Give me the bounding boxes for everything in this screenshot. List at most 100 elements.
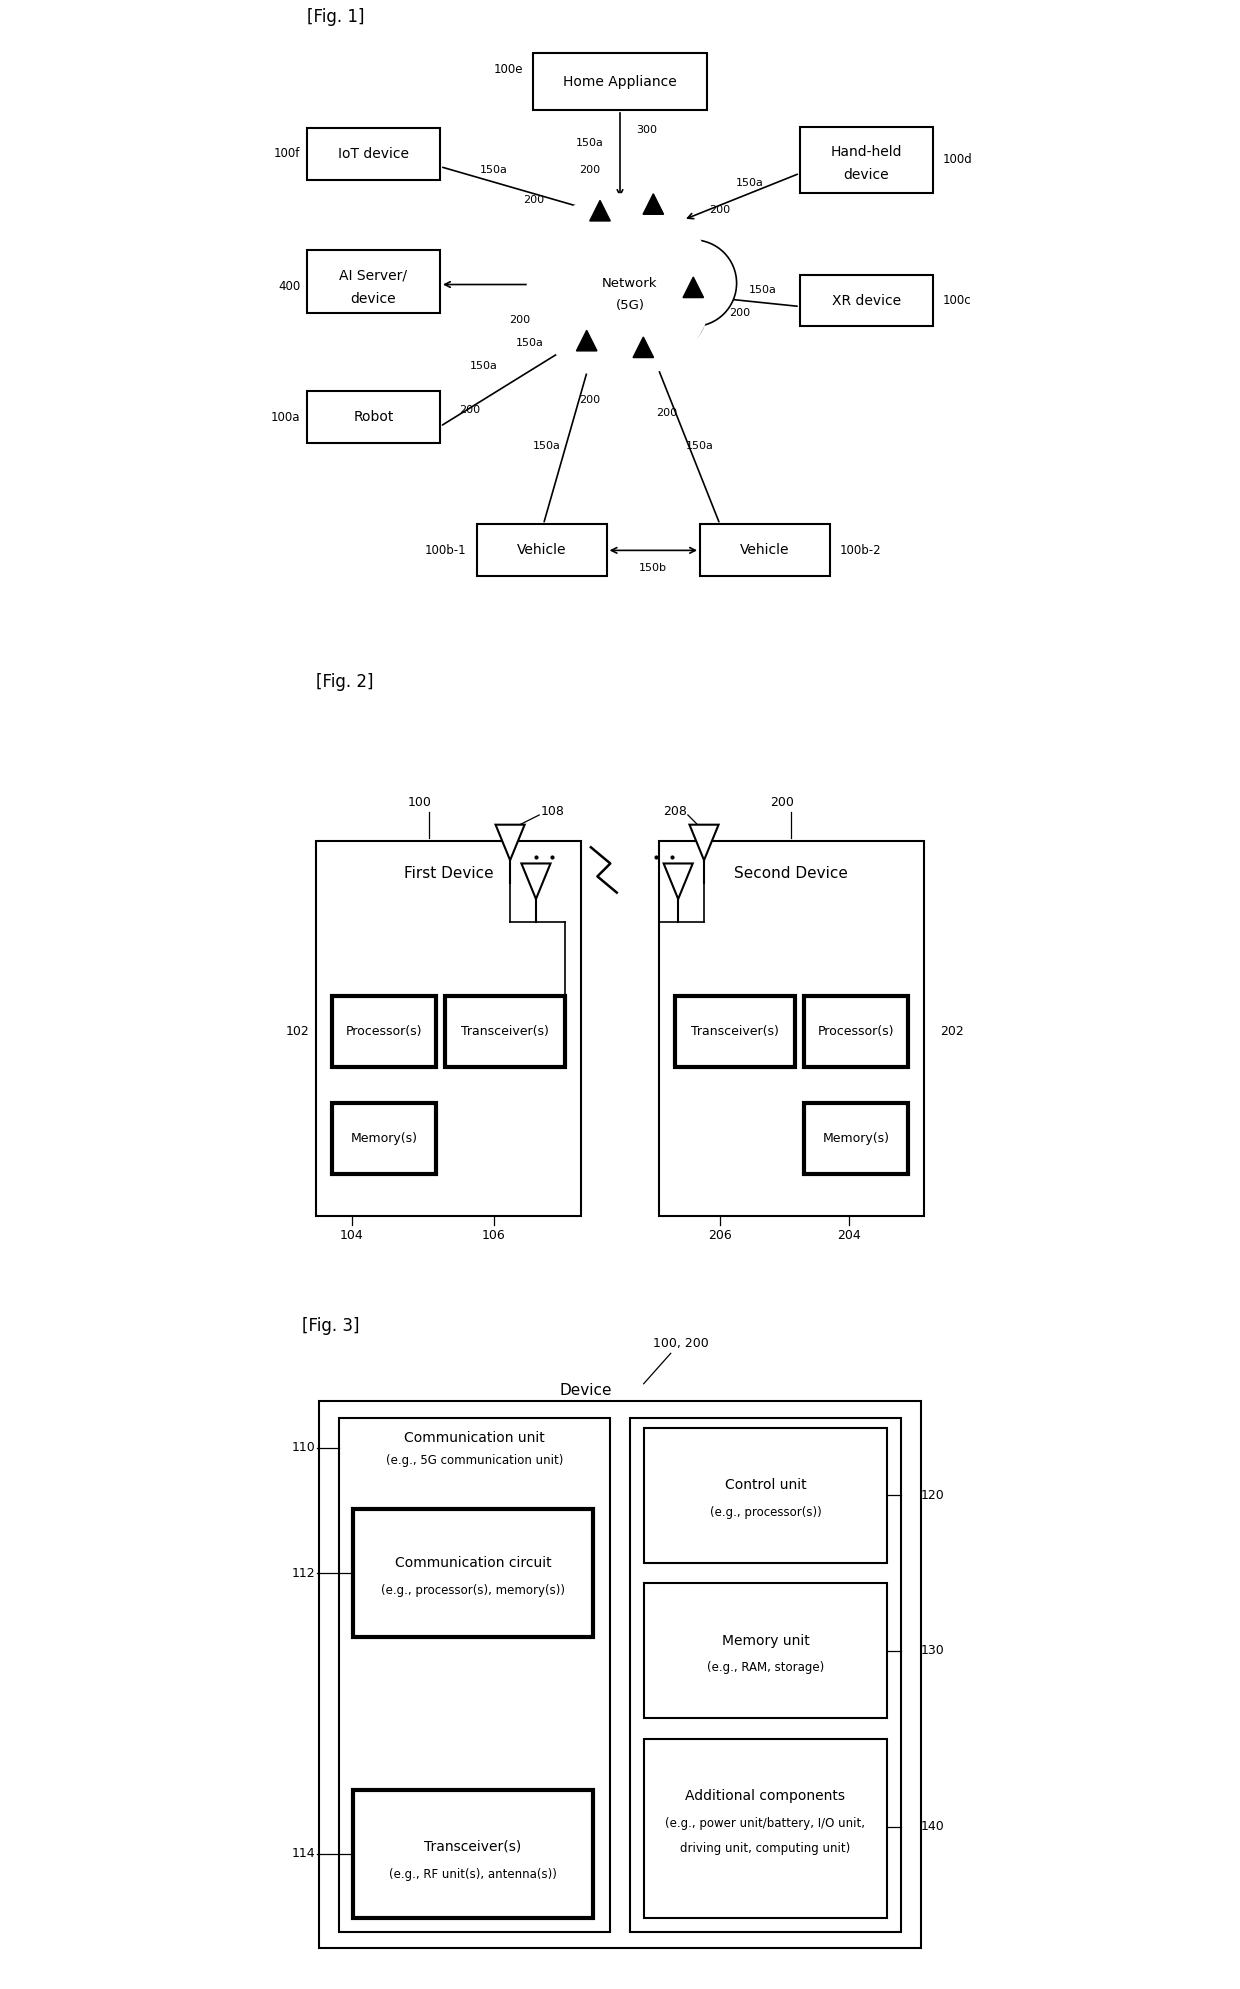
Text: 100f: 100f — [274, 147, 300, 161]
Text: Vehicle: Vehicle — [517, 543, 567, 557]
Text: 200: 200 — [579, 165, 600, 175]
Text: Communication unit: Communication unit — [404, 1430, 544, 1444]
Text: IoT device: IoT device — [339, 147, 409, 161]
Text: 120: 120 — [921, 1490, 945, 1502]
Text: 150a: 150a — [480, 165, 507, 175]
Bar — [306, 392, 440, 444]
Text: 200: 200 — [510, 314, 531, 324]
Text: 104: 104 — [340, 1229, 363, 1241]
Bar — [306, 127, 440, 179]
Polygon shape — [689, 825, 718, 859]
Text: 100e: 100e — [494, 64, 523, 76]
Bar — [332, 1102, 435, 1174]
Polygon shape — [663, 863, 693, 899]
Text: (e.g., RF unit(s), antenna(s)): (e.g., RF unit(s), antenna(s)) — [389, 1868, 557, 1880]
Circle shape — [527, 193, 713, 380]
Text: 200: 200 — [523, 195, 544, 205]
Text: 150a: 150a — [533, 442, 560, 452]
Circle shape — [620, 267, 707, 354]
Text: 208: 208 — [663, 806, 687, 817]
Text: 200: 200 — [729, 308, 750, 318]
Text: 200: 200 — [770, 796, 794, 810]
Text: (e.g., 5G communication unit): (e.g., 5G communication unit) — [386, 1454, 563, 1466]
Text: 114: 114 — [293, 1848, 316, 1860]
Bar — [533, 54, 707, 109]
Bar — [445, 996, 565, 1066]
Text: 200: 200 — [709, 205, 730, 215]
Bar — [675, 996, 795, 1066]
Text: [Fig. 3]: [Fig. 3] — [303, 1317, 360, 1335]
Polygon shape — [496, 825, 525, 859]
Polygon shape — [683, 276, 703, 298]
Text: 102: 102 — [286, 1024, 310, 1038]
Text: Memory(s): Memory(s) — [351, 1132, 418, 1146]
Circle shape — [560, 231, 660, 330]
Text: Transceiver(s): Transceiver(s) — [461, 1024, 549, 1038]
Polygon shape — [590, 201, 610, 221]
Text: 140: 140 — [921, 1820, 945, 1834]
Text: 150a: 150a — [516, 338, 544, 348]
Text: 206: 206 — [708, 1229, 732, 1241]
Text: 106: 106 — [482, 1229, 506, 1241]
Text: Vehicle: Vehicle — [740, 543, 790, 557]
Text: 110: 110 — [291, 1442, 316, 1454]
Bar — [644, 1583, 887, 1718]
Text: 100c: 100c — [944, 294, 972, 306]
Text: 200: 200 — [579, 394, 600, 406]
Bar — [353, 1510, 593, 1637]
Text: 100b-2: 100b-2 — [839, 543, 882, 557]
Text: [Fig. 1]: [Fig. 1] — [306, 8, 365, 26]
Text: Device: Device — [560, 1382, 613, 1398]
Text: 400: 400 — [278, 280, 300, 292]
Text: Memory unit: Memory unit — [722, 1633, 810, 1647]
Polygon shape — [644, 193, 663, 215]
Text: Network: Network — [603, 276, 657, 290]
Bar — [340, 1418, 610, 1931]
Bar — [658, 841, 924, 1215]
Text: 100, 200: 100, 200 — [653, 1337, 709, 1351]
Text: (e.g., power unit/battery, I/O unit,: (e.g., power unit/battery, I/O unit, — [666, 1816, 866, 1830]
Text: 130: 130 — [921, 1645, 945, 1657]
Polygon shape — [634, 336, 653, 358]
Text: Communication circuit: Communication circuit — [394, 1555, 552, 1569]
Text: [Fig. 2]: [Fig. 2] — [316, 674, 373, 692]
Text: Transceiver(s): Transceiver(s) — [424, 1840, 522, 1854]
Text: driving unit, computing unit): driving unit, computing unit) — [681, 1842, 851, 1856]
Text: Transceiver(s): Transceiver(s) — [691, 1024, 779, 1038]
Bar — [644, 1738, 887, 1917]
Circle shape — [650, 241, 737, 326]
Bar — [332, 996, 435, 1066]
Text: 204: 204 — [837, 1229, 862, 1241]
Polygon shape — [522, 863, 551, 899]
Text: 150a: 150a — [737, 179, 764, 189]
Text: Additional components: Additional components — [686, 1790, 846, 1804]
Text: Processor(s): Processor(s) — [346, 1024, 423, 1038]
Text: 100b-1: 100b-1 — [425, 543, 466, 557]
Text: 150a: 150a — [749, 284, 777, 294]
Text: 100d: 100d — [944, 153, 973, 167]
Circle shape — [596, 217, 663, 282]
Circle shape — [606, 221, 699, 312]
Bar — [699, 525, 830, 577]
Text: 150a: 150a — [686, 442, 714, 452]
Text: Memory(s): Memory(s) — [822, 1132, 889, 1146]
Text: Robot: Robot — [353, 410, 393, 424]
Bar — [306, 251, 440, 312]
Text: device: device — [843, 167, 889, 181]
Text: (e.g., RAM, storage): (e.g., RAM, storage) — [707, 1661, 825, 1675]
Text: (5G): (5G) — [615, 298, 645, 312]
Text: 150a: 150a — [577, 139, 604, 149]
Bar — [476, 525, 606, 577]
Bar — [353, 1790, 593, 1917]
Bar — [805, 996, 908, 1066]
Text: 200: 200 — [656, 408, 677, 418]
Text: Home Appliance: Home Appliance — [563, 76, 677, 90]
Text: 100: 100 — [408, 796, 432, 810]
Bar — [805, 1102, 908, 1174]
Text: First Device: First Device — [404, 865, 494, 881]
Text: Processor(s): Processor(s) — [817, 1024, 894, 1038]
Text: AI Server/: AI Server/ — [340, 269, 408, 282]
Circle shape — [533, 257, 614, 336]
Bar — [316, 841, 582, 1215]
Text: XR device: XR device — [832, 294, 901, 308]
